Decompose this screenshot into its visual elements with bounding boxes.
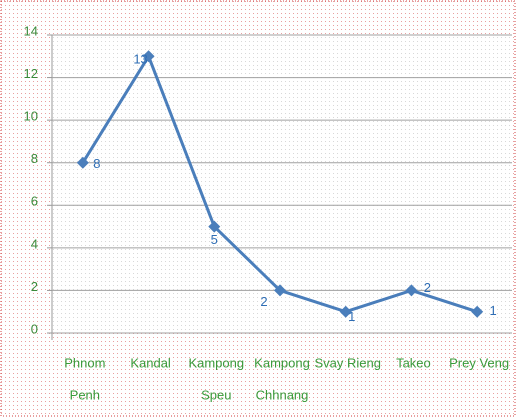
marker: [274, 284, 286, 297]
x-tick-label: Svay Rieng: [314, 355, 380, 370]
x-tick-label: Speu: [201, 387, 231, 402]
x-tick-label: Kandal: [130, 355, 171, 370]
x-tick-label: Phnom: [64, 355, 105, 370]
data-label: 1: [348, 309, 355, 324]
y-tick-label: 0: [31, 321, 38, 336]
y-tick-label: 2: [31, 279, 38, 294]
x-tick-label: Takeo: [396, 355, 431, 370]
y-tick-label: 8: [31, 151, 38, 166]
marker: [208, 220, 221, 233]
y-tick-label: 6: [31, 194, 38, 209]
y-tick-label: 14: [24, 23, 38, 38]
data-label: 8: [93, 156, 100, 171]
marker: [339, 305, 352, 318]
data-label: 2: [424, 280, 431, 295]
marker: [405, 284, 418, 297]
x-tick-label: Penh: [70, 387, 100, 402]
data-label: 1: [490, 303, 497, 318]
y-tick-label: 4: [31, 236, 38, 251]
data-label: 2: [260, 294, 267, 309]
marker: [471, 305, 484, 318]
data-label: 5: [211, 232, 218, 247]
data-label: 13: [133, 52, 147, 67]
x-tick-label: Chhnang: [256, 387, 309, 402]
marker: [142, 50, 155, 63]
x-tick-label: Kampong: [188, 355, 244, 370]
y-tick-label: 12: [24, 66, 38, 81]
x-tick-label: Kampong: [254, 355, 310, 370]
plot-area: [52, 35, 512, 333]
x-tick-label: Prey Veng: [449, 355, 509, 370]
marker: [76, 156, 89, 169]
y-tick-label: 10: [24, 109, 38, 124]
